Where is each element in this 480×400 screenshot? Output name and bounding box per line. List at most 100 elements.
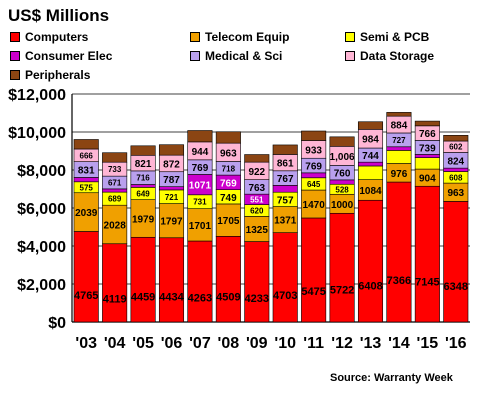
bar-segment-13-6 [443, 135, 469, 142]
x-tick-label-9: '12 [331, 335, 353, 352]
bar-segment-8-2 [301, 177, 327, 191]
bar-segment-3-4 [158, 171, 185, 187]
x-tick-label-8: '11 [303, 335, 324, 352]
data-label-6-0: 4233 [245, 293, 269, 305]
legend-swatch-computers [10, 32, 20, 42]
bar-segment-4-1 [187, 208, 213, 242]
bar-segment-3-2 [158, 189, 185, 204]
bar-segment-3-5 [158, 154, 185, 173]
x-tick-label-7: '10 [274, 335, 296, 352]
bar-segment-9-2 [329, 183, 355, 195]
data-label-13-4: 824 [447, 156, 464, 167]
bar-segment-2-0 [130, 236, 156, 323]
bar-segment-10-0 [357, 199, 384, 323]
bar-segment-1-6 [102, 152, 128, 163]
bar-segment-5-1 [215, 203, 241, 237]
data-label-9-5: 1,006 [330, 152, 355, 163]
legend-swatch-telecom [190, 32, 200, 42]
bar-segment-13-3 [443, 167, 469, 172]
data-label-1-4: 671 [108, 179, 122, 188]
legend-swatch-semi [345, 32, 355, 42]
bar-segment-7-4 [272, 170, 298, 186]
bar-segment-7-3 [272, 185, 298, 193]
data-label-13-2: 608 [449, 173, 463, 182]
bar-segment-11-3 [386, 146, 412, 151]
data-label-9-4: 760 [334, 169, 351, 180]
data-label-13-5: 602 [449, 143, 463, 152]
data-label-10-4: 744 [362, 151, 379, 162]
bar-segment-4-0 [187, 240, 213, 323]
data-label-9-1: 1000 [331, 200, 354, 211]
y-tick-label-0: $0 [48, 315, 66, 332]
data-label-4-4: 769 [192, 163, 209, 174]
legend-label-semi: Semi & PCB [360, 30, 430, 44]
bar-segment-4-4 [187, 159, 213, 175]
data-label-1-5: 733 [108, 165, 122, 174]
bar-segment-6-2 [244, 204, 270, 217]
bar-segment-6-4 [244, 179, 270, 195]
bar-segment-10-4 [357, 147, 384, 163]
bar-segment-3-1 [158, 203, 185, 239]
bar-segment-12-4 [414, 140, 440, 155]
bar-segment-12-5 [414, 125, 440, 141]
bar-segment-2-6 [130, 145, 156, 156]
data-label-2-4: 716 [136, 174, 150, 183]
bar-segment-0-2 [73, 181, 99, 194]
x-tick-label-11: '14 [388, 335, 410, 352]
data-label-8-4: 769 [305, 162, 322, 173]
data-label-4-1: 1701 [189, 221, 212, 232]
data-label-0-5: 666 [80, 151, 94, 160]
data-label-6-1: 1325 [246, 225, 269, 236]
bar-segment-7-1 [272, 206, 298, 233]
x-tick-label-1: '04 [104, 335, 126, 352]
bar-segment-8-0 [301, 217, 327, 323]
data-label-3-1: 1797 [160, 217, 183, 228]
bar-segment-6-3 [244, 193, 270, 205]
data-label-5-3: 769 [220, 178, 237, 189]
bar-segment-4-6 [187, 130, 213, 143]
bar-segment-11-6 [386, 112, 412, 117]
bar-segment-1-4 [102, 175, 128, 190]
bar-segment-1-5 [102, 161, 128, 177]
data-label-12-4: 739 [419, 143, 436, 154]
bar-segment-1-0 [102, 243, 128, 323]
y-tick-label-2000: $2,000 [17, 277, 66, 294]
bar-segment-2-5 [130, 154, 156, 172]
bar-segment-6-0 [244, 241, 270, 323]
bar-segment-10-1 [357, 179, 384, 201]
legend-label-consumer: Consumer Elec [25, 49, 113, 63]
data-label-8-5: 933 [305, 145, 322, 156]
bar-segment-1-3 [102, 188, 128, 193]
bar-segment-3-0 [158, 237, 185, 323]
data-label-4-2: 731 [193, 198, 207, 207]
bar-segment-3-3 [158, 186, 185, 191]
bar-segment-11-2 [386, 150, 412, 164]
legend-swatch-consumer [10, 51, 20, 61]
bar-segment-2-1 [130, 199, 156, 238]
data-label-5-5: 963 [220, 148, 237, 159]
y-tick-label-12000: $12,000 [8, 87, 66, 104]
data-label-3-4: 787 [163, 175, 180, 186]
bar-segment-4-2 [187, 194, 213, 209]
x-tick-label-4: '07 [189, 335, 211, 352]
data-label-8-0: 5475 [301, 286, 325, 298]
data-label-10-0: 6408 [358, 280, 382, 292]
bar-segment-6-6 [244, 154, 270, 163]
chart-title: US$ Millions [8, 6, 110, 25]
data-label-12-0: 7145 [415, 276, 439, 288]
data-label-11-0: 7366 [387, 275, 411, 287]
y-tick-label-8000: $8,000 [17, 163, 66, 180]
bar-segment-11-4 [386, 132, 412, 148]
bar-segment-11-0 [386, 181, 412, 323]
bar-segment-10-3 [357, 161, 384, 167]
source-note: Source: Warranty Week [330, 372, 453, 384]
x-tick-label-12: '15 [417, 335, 439, 352]
bar-segment-12-2 [414, 157, 440, 170]
legend-swatch-peripherals [10, 70, 20, 80]
bar-segment-0-3 [73, 177, 99, 183]
bar-segment-9-1 [329, 193, 355, 214]
data-label-7-1: 1371 [274, 216, 297, 227]
bar-segment-5-0 [215, 236, 241, 323]
data-label-9-0: 5722 [330, 284, 354, 296]
